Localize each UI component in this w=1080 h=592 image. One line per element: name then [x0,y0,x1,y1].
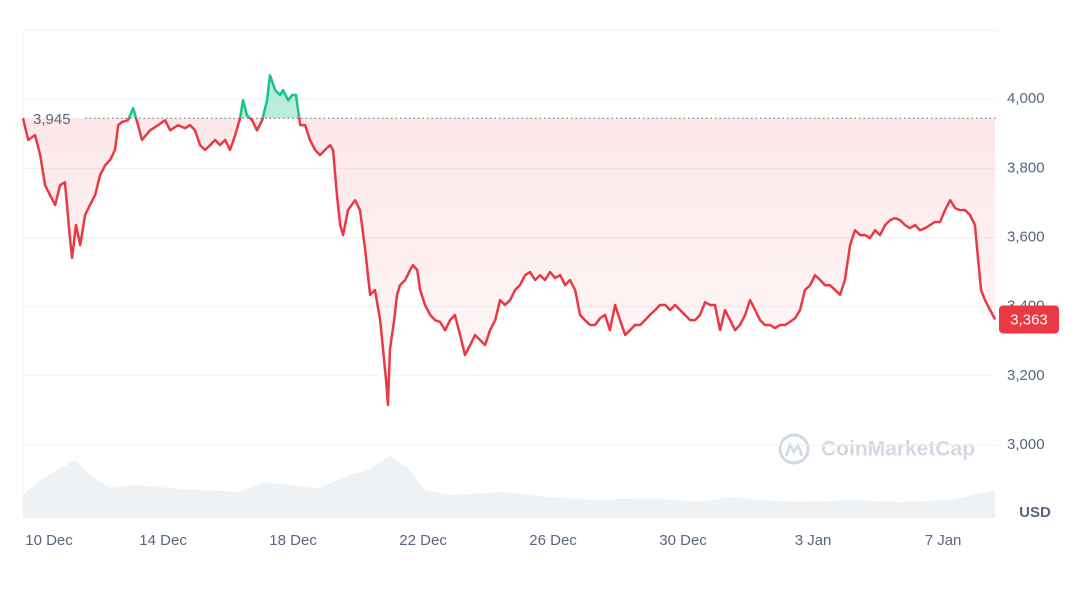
y-tick-label: 3,000 [1007,436,1045,453]
last-price-badge [999,305,1059,334]
x-tick-label: 18 Dec [269,532,317,549]
y-tick-label: 3,800 [1007,159,1045,176]
x-tick-label: 26 Dec [529,532,577,549]
price-area [23,75,996,405]
watermark: CoinMarketCap [778,433,975,465]
x-tick-label: 14 Dec [139,532,187,549]
x-tick-label: 3 Jan [795,532,832,549]
x-tick-label: 22 Dec [399,532,447,549]
reference-label: 3,945 [33,111,71,128]
x-tick-label: 7 Jan [925,532,962,549]
price-line [21,74,997,407]
y-tick-label: 3,600 [1007,228,1045,245]
y-unit: USD [1019,504,1051,521]
x-tick-label: 30 Dec [659,532,707,549]
watermark-text: CoinMarketCap [821,438,975,461]
x-tick-label: 10 Dec [25,532,73,549]
y-tick-label: 3,200 [1007,367,1045,384]
last-price-label: 3,363 [1010,311,1048,328]
volume-area [23,455,996,518]
y-tick-label: 4,000 [1007,90,1045,107]
